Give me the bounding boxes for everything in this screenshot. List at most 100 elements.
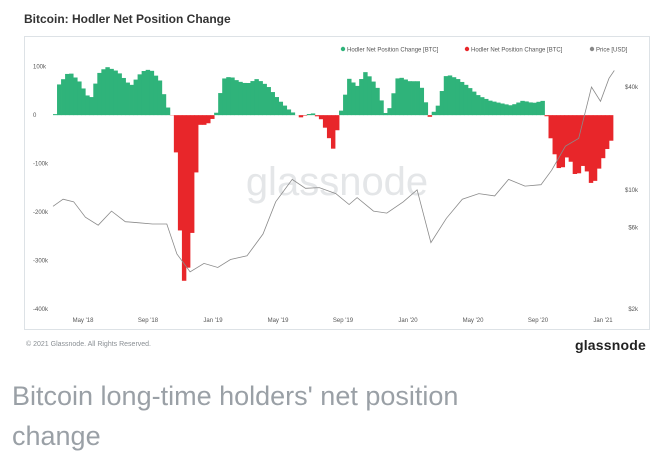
net-position-bar xyxy=(194,115,198,172)
net-position-bar xyxy=(89,97,93,115)
x-tick-label: Sep '20 xyxy=(528,318,549,324)
net-position-bar xyxy=(371,82,375,116)
legend-label-positive: Hodler Net Position Change [BTC] xyxy=(347,48,439,54)
watermark: glassnode xyxy=(246,160,428,204)
y-left-tick-label: 0 xyxy=(33,113,37,119)
net-position-bar xyxy=(605,115,609,149)
net-position-bar xyxy=(408,81,412,115)
legend-label-price: Price [USD] xyxy=(596,48,628,54)
page-title: Bitcoin: Hodler Net Position Change xyxy=(24,12,231,26)
net-position-bar xyxy=(242,83,246,115)
net-position-bar xyxy=(166,108,170,116)
net-position-bar xyxy=(101,69,105,115)
net-position-bar xyxy=(601,115,605,158)
net-position-bar xyxy=(480,97,484,115)
net-position-bar xyxy=(210,115,214,119)
net-position-bar xyxy=(93,84,97,116)
net-position-bar xyxy=(117,73,121,115)
net-position-bar xyxy=(416,81,420,115)
net-position-bar xyxy=(387,108,391,115)
y-left-tick-label: -100k xyxy=(33,162,49,168)
net-position-bar xyxy=(573,115,577,174)
net-position-bar xyxy=(512,104,516,115)
right-axis-ticks: $40k$10k$6k$2k xyxy=(625,85,639,313)
net-position-bar xyxy=(577,115,581,173)
x-tick-label: May '18 xyxy=(73,318,94,324)
net-position-bar xyxy=(383,113,387,115)
net-position-bar xyxy=(488,101,492,116)
net-position-bar xyxy=(206,115,210,123)
net-position-bar xyxy=(375,88,379,115)
net-position-bar xyxy=(379,100,383,115)
net-position-bar xyxy=(504,104,508,115)
x-tick-label: May '20 xyxy=(463,318,484,324)
net-position-bar xyxy=(561,115,565,167)
net-position-bar xyxy=(311,113,315,115)
net-position-bar xyxy=(271,92,275,115)
net-position-bar xyxy=(113,71,117,116)
copyright-text: © 2021 Glassnode. All Rights Reserved. xyxy=(26,341,151,348)
net-position-bar xyxy=(134,80,138,116)
caption-line-2: change xyxy=(12,416,652,456)
legend: Hodler Net Position Change [BTC] Hodler … xyxy=(341,47,628,54)
net-position-bar xyxy=(335,115,339,130)
net-position-bar xyxy=(331,115,335,149)
net-position-bar xyxy=(323,115,327,128)
net-position-bar xyxy=(492,102,496,116)
y-right-tick-label: $6k xyxy=(628,226,639,232)
net-position-bar xyxy=(440,91,444,115)
net-position-bar xyxy=(158,80,162,115)
y-left-tick-label: -300k xyxy=(33,259,49,265)
net-position-bar xyxy=(327,115,331,138)
net-position-bar xyxy=(516,103,520,116)
net-position-bar xyxy=(436,106,440,115)
net-position-bar xyxy=(238,82,242,115)
net-position-bar xyxy=(524,101,528,115)
net-position-bar xyxy=(81,88,85,115)
net-position-bar xyxy=(456,79,460,115)
net-position-bar xyxy=(399,78,403,115)
net-position-bar xyxy=(178,115,182,230)
x-tick-label: Jan '20 xyxy=(398,318,418,324)
net-position-bar xyxy=(57,84,61,115)
net-position-bar xyxy=(230,78,234,116)
net-position-bar xyxy=(202,115,206,125)
y-right-tick-label: $40k xyxy=(625,85,639,91)
caption: Bitcoin long-time holders' net position … xyxy=(12,376,652,456)
y-left-tick-label: -200k xyxy=(33,210,49,216)
net-position-bar xyxy=(218,93,222,115)
net-position-bar xyxy=(73,78,77,116)
net-position-bar xyxy=(343,95,347,115)
x-tick-label: Sep '18 xyxy=(138,318,159,324)
net-position-bar xyxy=(105,67,109,115)
net-position-bar xyxy=(448,75,452,115)
net-position-bar xyxy=(138,74,142,115)
legend-marker-price xyxy=(590,47,594,51)
net-position-bar xyxy=(299,115,303,117)
net-position-bar xyxy=(569,115,573,162)
net-position-bar xyxy=(597,115,601,168)
net-position-bar xyxy=(186,115,190,268)
net-position-bar xyxy=(246,83,250,115)
net-position-bar xyxy=(540,101,544,115)
caption-line-1: Bitcoin long-time holders' net position xyxy=(12,376,652,416)
net-position-bar xyxy=(126,83,130,116)
net-position-bar xyxy=(395,78,399,115)
net-position-bar xyxy=(468,88,472,115)
net-position-bar xyxy=(544,115,548,116)
net-position-bar xyxy=(303,115,307,116)
net-position-bar xyxy=(262,84,266,115)
net-position-bar xyxy=(359,79,363,115)
net-position-bar xyxy=(85,95,89,115)
net-position-bar xyxy=(432,112,436,115)
x-tick-label: Sep '19 xyxy=(333,318,354,324)
net-position-bar xyxy=(593,115,597,181)
brand-logo: glassnode xyxy=(575,337,646,353)
net-position-bar xyxy=(444,76,448,115)
net-position-bar xyxy=(339,111,343,116)
net-position-bar xyxy=(234,80,238,115)
net-position-bar xyxy=(315,115,319,116)
net-position-bar xyxy=(69,74,73,116)
y-right-tick-label: $2k xyxy=(628,307,639,313)
legend-marker-negative xyxy=(465,47,469,51)
